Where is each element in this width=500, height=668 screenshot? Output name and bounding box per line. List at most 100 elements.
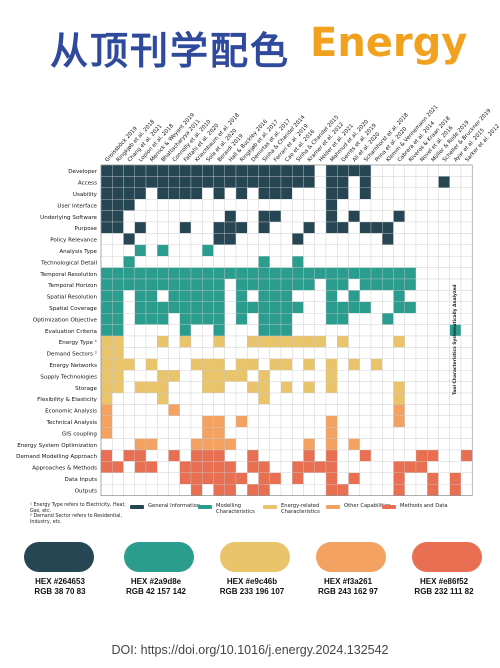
heatmap-cell-empty — [449, 187, 462, 200]
heatmap-cell-empty — [292, 290, 304, 302]
heatmap-cell-empty — [438, 267, 450, 280]
heatmap-cell-filled — [258, 290, 270, 302]
heatmap-cell-filled — [145, 438, 158, 451]
heatmap-cell-empty — [179, 347, 192, 359]
heatmap-cell-empty — [438, 278, 450, 291]
heatmap-cell-empty — [168, 381, 180, 394]
heatmap-cell-filled — [292, 176, 304, 188]
heatmap-cell-empty — [269, 415, 282, 428]
heatmap-cell-filled — [303, 461, 315, 473]
heatmap-cell-filled — [303, 335, 315, 348]
heatmap-cell-empty — [235, 244, 248, 257]
legend-swatch — [326, 505, 340, 509]
heatmap-cell-empty — [157, 461, 169, 473]
heatmap-cell-empty — [415, 290, 428, 302]
heatmap-cell-empty — [359, 427, 372, 439]
heatmap-cell-filled — [100, 415, 113, 428]
heatmap-cell-filled — [145, 267, 158, 280]
heatmap-cell-empty — [348, 244, 360, 257]
heatmap-cell-empty — [303, 472, 315, 485]
heatmap-cell-filled — [213, 358, 225, 371]
heatmap-cell-filled — [100, 313, 113, 325]
heatmap-cell-empty — [393, 199, 405, 211]
heatmap-cell-filled — [190, 164, 203, 177]
heatmap-cell-filled — [348, 472, 360, 485]
heatmap-cell-empty — [235, 449, 248, 462]
heatmap-cell-empty — [145, 427, 158, 439]
legend-label: Energy-related Characteristics — [281, 503, 320, 515]
heatmap-cell-empty — [460, 210, 473, 223]
heatmap-cell-filled — [280, 267, 293, 280]
heatmap-cell-empty — [393, 370, 405, 382]
heatmap-cell-empty — [460, 438, 473, 451]
heatmap-cell-empty — [168, 199, 180, 211]
heatmap-cell-empty — [292, 404, 304, 416]
row-label: Developer — [68, 169, 97, 175]
heatmap-cell-empty — [325, 324, 338, 337]
heatmap-cell-empty — [157, 324, 169, 337]
heatmap-cell-empty — [247, 404, 259, 416]
heatmap-cell-filled — [202, 301, 214, 314]
heatmap-cell-filled — [224, 233, 237, 245]
heatmap-cell-filled — [213, 335, 225, 348]
heatmap-cell-filled — [427, 449, 439, 462]
heatmap-cell-empty — [168, 324, 180, 337]
heatmap-cell-filled — [269, 301, 282, 314]
heatmap-cell-empty — [224, 392, 237, 405]
heatmap-cell-empty — [235, 256, 248, 268]
heatmap-cell-filled — [370, 278, 383, 291]
heatmap-cell-empty — [157, 472, 169, 485]
heatmap-cell-filled — [179, 267, 192, 280]
heatmap-cell-empty — [224, 358, 237, 371]
heatmap-cell-filled — [269, 164, 282, 177]
heatmap-cell-empty — [314, 233, 327, 245]
heatmap-cell-filled — [100, 301, 113, 314]
heatmap-cell-filled — [370, 221, 383, 234]
heatmap-cell-filled — [292, 233, 304, 245]
heatmap-cell-filled — [258, 278, 270, 291]
heatmap-cell-empty — [168, 244, 180, 257]
heatmap-cell-filled — [213, 324, 225, 337]
heatmap-cell-filled — [235, 187, 248, 200]
heatmap-cell-empty — [359, 415, 372, 428]
legend-swatch — [130, 505, 144, 509]
heatmap-cell-empty — [314, 176, 327, 188]
grid-border — [100, 164, 473, 496]
heatmap-cell-empty — [438, 335, 450, 348]
heatmap-cell-empty — [382, 256, 394, 268]
heatmap-cell-filled — [292, 256, 304, 268]
heatmap-cell-empty — [427, 244, 439, 257]
heatmap-cell-empty — [415, 427, 428, 439]
heatmap-cell-filled — [100, 210, 113, 223]
heatmap-cell-filled — [112, 164, 124, 177]
heatmap-cell-empty — [460, 427, 473, 439]
heatmap-cell-filled — [112, 381, 124, 394]
heatmap-cell-filled — [100, 449, 113, 462]
heatmap-cell-filled — [123, 176, 135, 188]
heatmap-cell-empty — [427, 461, 439, 473]
heatmap-cell-filled — [393, 267, 405, 280]
heatmap-cell-empty — [314, 210, 327, 223]
heatmap-cell-filled — [404, 301, 417, 314]
heatmap-cell-filled — [213, 176, 225, 188]
heatmap-cell-empty — [337, 427, 349, 439]
heatmap-cell-empty — [415, 484, 428, 496]
heatmap-cell-empty — [382, 472, 394, 485]
heatmap-cell-filled — [157, 244, 169, 257]
heatmap-cell-empty — [123, 415, 135, 428]
heatmap-cell-empty — [292, 347, 304, 359]
heatmap-cell-filled — [269, 472, 282, 485]
heatmap-cell-empty — [427, 267, 439, 280]
heatmap-cell-filled — [325, 449, 338, 462]
palette-rgb-4: RGB 243 162 97 — [317, 587, 379, 596]
heatmap-cell-filled — [348, 301, 360, 314]
heatmap-cell-filled — [382, 278, 394, 291]
heatmap-cell-filled — [359, 278, 372, 291]
heatmap-cell-filled — [157, 164, 169, 177]
heatmap-cell-filled — [280, 164, 293, 177]
heatmap-cell-empty — [235, 427, 248, 439]
heatmap-cell-empty — [314, 256, 327, 268]
row-label: Optimization Objective — [33, 317, 98, 323]
heatmap-cell-filled — [382, 221, 394, 234]
heatmap-cell-empty — [404, 256, 417, 268]
